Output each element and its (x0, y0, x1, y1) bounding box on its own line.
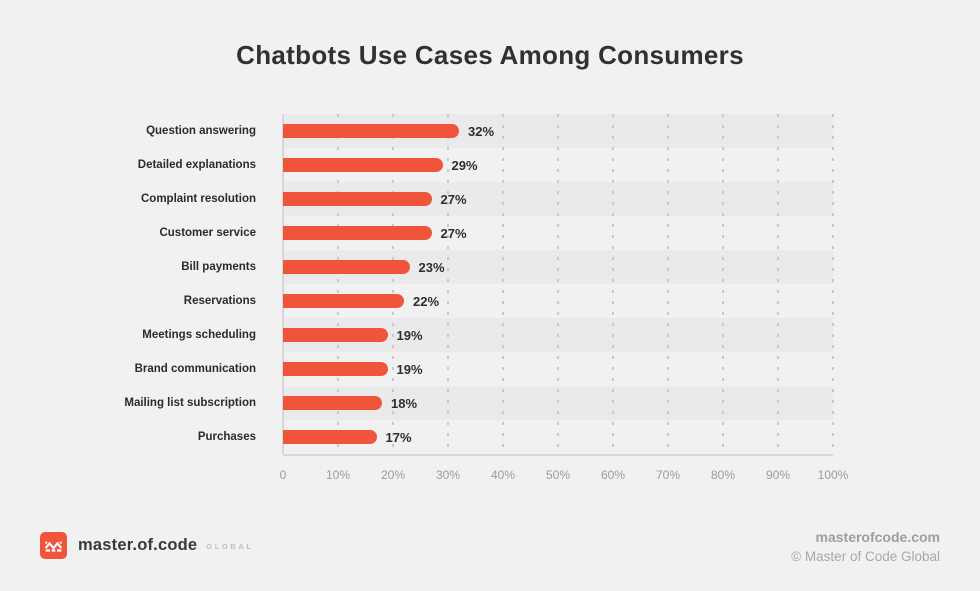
category-label: Brand communication (134, 363, 256, 375)
brand-name: master.of.code (78, 536, 198, 554)
gridline (777, 114, 779, 454)
category-label: Detailed explanations (137, 159, 256, 171)
bar-chart-plot-area: 32% 29% 27% 27% 23% 22% 19% 19% 18% 17% (282, 114, 834, 456)
brand-logo: master.of.code GLOBAL (40, 532, 254, 559)
category-label: Reservations (183, 295, 256, 307)
gridlines (282, 114, 834, 454)
chart-row: 22% (283, 284, 833, 318)
gridline (612, 114, 614, 454)
chart-row: 27% (283, 182, 833, 216)
gridline (502, 114, 504, 454)
bar-value-label: 19% (396, 361, 423, 377)
bar (283, 396, 382, 410)
bar-value-label: 23% (418, 259, 445, 275)
x-tick-label: 0 (279, 468, 287, 482)
category-label: Purchases (197, 431, 256, 443)
bar-value-label: 29% (451, 157, 478, 173)
bar-value-label: 32% (468, 123, 495, 139)
chart-row: 27% (283, 216, 833, 250)
gridline (447, 114, 449, 454)
bar (283, 294, 404, 308)
footer-copyright: © Master of Code Global (791, 549, 940, 564)
footer-credits: masterofcode.com © Master of Code Global (791, 527, 940, 567)
x-tick-label: 70% (655, 468, 681, 482)
bar (283, 124, 459, 138)
axis-zero-line (282, 114, 284, 454)
chart-row: 17% (283, 420, 833, 454)
x-tick-label: 30% (435, 468, 461, 482)
x-tick-label: 10% (325, 468, 351, 482)
gridline (557, 114, 559, 454)
bar-value-label: 19% (396, 327, 423, 343)
bar (283, 430, 377, 444)
x-axis: 0 10% 20% 30% 40% 50% 60% 70% 80% 90% 100% (279, 468, 849, 484)
bar-value-label: 27% (440, 225, 467, 241)
gridline (667, 114, 669, 454)
brand-suffix: GLOBAL (206, 542, 254, 551)
chart-row: 18% (283, 386, 833, 420)
bar-value-label: 18% (391, 395, 418, 411)
footer-website: masterofcode.com (815, 529, 940, 545)
gridline (832, 114, 834, 454)
chart-row: 19% (283, 318, 833, 352)
category-labels-column: Question answering Detailed explanations C… (0, 114, 256, 454)
chart-row: 29% (283, 148, 833, 182)
chart-row: 32% (283, 114, 833, 148)
bar-value-label: 17% (385, 429, 412, 445)
bar (283, 226, 432, 240)
crown-pixel-icon (44, 541, 63, 552)
x-tick-label: 20% (380, 468, 406, 482)
category-label: Meetings scheduling (142, 329, 256, 341)
category-label: Customer service (159, 227, 256, 239)
bar (283, 328, 388, 342)
bar-value-label: 27% (440, 191, 467, 207)
x-tick-label: 90% (765, 468, 791, 482)
bar (283, 158, 443, 172)
category-label: Question answering (146, 125, 256, 137)
page-title: Chatbots Use Cases Among Consumers (236, 40, 744, 70)
x-tick-label: 50% (545, 468, 571, 482)
category-label: Mailing list subscription (124, 397, 256, 409)
bar-value-label: 22% (413, 293, 440, 309)
brand-logo-icon (40, 532, 67, 559)
gridline (337, 114, 339, 454)
bar-rows: 32% 29% 27% 27% 23% 22% 19% 19% 18% 17% (283, 114, 833, 454)
category-label: Bill payments (181, 261, 256, 273)
x-tick-label: 40% (490, 468, 516, 482)
chart-row: 19% (283, 352, 833, 386)
bar (283, 260, 410, 274)
bar (283, 192, 432, 206)
x-tick-label: 100% (817, 468, 849, 482)
chart-row: 23% (283, 250, 833, 284)
bar (283, 362, 388, 376)
x-tick-label: 80% (710, 468, 736, 482)
gridline (722, 114, 724, 454)
gridline (392, 114, 394, 454)
category-label: Complaint resolution (141, 193, 256, 205)
x-tick-label: 60% (600, 468, 626, 482)
